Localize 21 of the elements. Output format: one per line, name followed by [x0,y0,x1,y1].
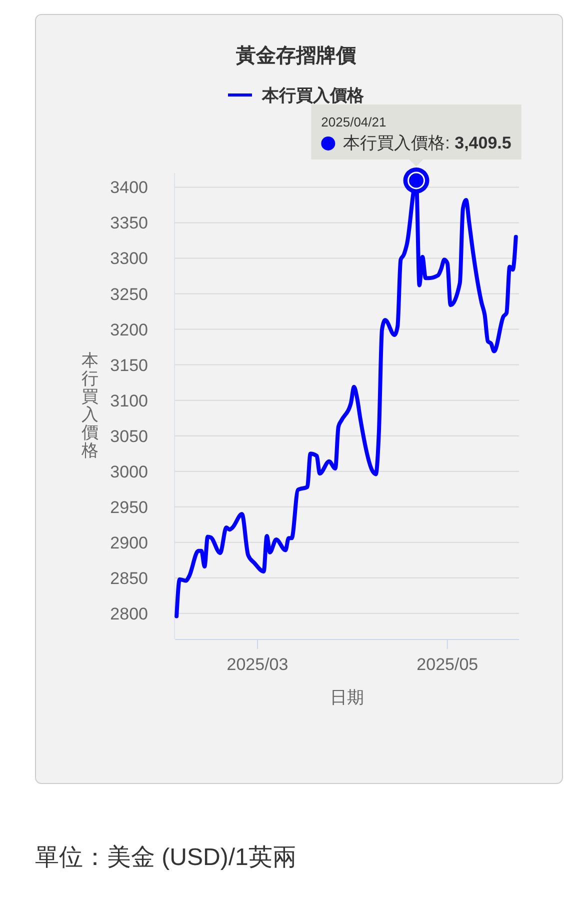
y-tick-label: 3200 [110,320,148,340]
y-tick-label: 3250 [110,284,148,304]
y-tick-label: 3150 [110,356,148,375]
y-tick-label: 3100 [110,391,148,410]
chart-title: 黃金存摺牌價 [235,45,357,67]
y-axis-title: 本行買入價格 [80,351,98,460]
y-tick-label: 2850 [110,568,148,588]
x-tick-label: 2025/03 [226,655,288,674]
y-tick-label: 2950 [110,498,148,517]
y-tick-label: 2900 [110,533,148,552]
y-tick-label: 3000 [110,462,148,482]
legend-label: 本行買入價格 [261,86,365,105]
y-tick-label: 3050 [110,426,148,446]
x-axis-title: 日期 [330,688,364,707]
y-tick-label: 3300 [110,249,148,268]
text: 單位：美金 (USD)/1英兩 [35,844,296,871]
y-tick-label: 2800 [110,604,148,624]
y-tick-label: 3350 [110,214,148,233]
annotation: 2025/04/21 本行買入價格: 3,409.5 [321,114,512,152]
y-tick-label: 3400 [110,178,148,198]
x-tick-label: 2025/05 [416,655,478,674]
